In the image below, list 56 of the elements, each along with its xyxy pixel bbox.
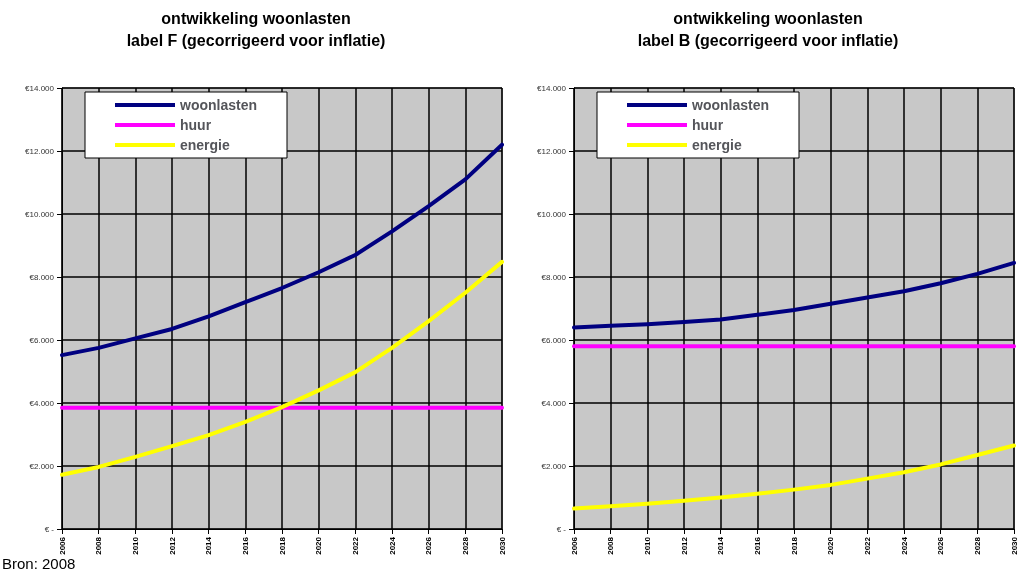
y-tick-label: €14.000 xyxy=(537,83,567,93)
legend-label: woonlasten xyxy=(691,97,770,113)
y-tick-label: €12.000 xyxy=(537,146,567,156)
chart-subtitle: label B (gecorrigeerd voor inflatie) xyxy=(637,31,899,49)
x-tick-label: 2010 xyxy=(130,536,140,555)
x-tick-label: 2022 xyxy=(862,536,872,555)
legend-label: energie xyxy=(692,137,743,153)
x-tick-label: 2006 xyxy=(57,536,67,555)
x-tick-label: 2016 xyxy=(240,536,250,555)
x-tick-label: 2020 xyxy=(826,536,836,555)
x-tick-label: 2008 xyxy=(94,536,104,555)
legend-label: huur xyxy=(692,117,724,133)
x-tick-label: 2026 xyxy=(424,536,434,555)
x-tick-label: 2010 xyxy=(642,536,652,555)
x-tick-label: 2012 xyxy=(679,536,689,555)
x-tick-label: 2016 xyxy=(752,536,762,555)
y-tick-label: €10.000 xyxy=(537,209,567,219)
x-tick-label: 2008 xyxy=(606,536,616,555)
x-tick-label: 2018 xyxy=(789,536,799,555)
x-tick-label: 2020 xyxy=(314,536,324,555)
y-tick-label: €14.000 xyxy=(25,83,55,93)
y-tick-label: €10.000 xyxy=(25,209,55,219)
line-series xyxy=(572,260,1016,330)
chart-title: ontwikkeling woonlasten xyxy=(673,9,863,27)
y-tick-label: € - xyxy=(44,524,55,534)
x-tick-label: 2022 xyxy=(350,536,360,555)
x-tick-label: 2030 xyxy=(1009,536,1019,555)
x-tick-label: 2024 xyxy=(387,536,397,555)
chart-subtitle: label F (gecorrigeerd voor inflatie) xyxy=(126,31,386,49)
y-tick-label: €2.000 xyxy=(29,461,55,471)
chart-title: ontwikkeling woonlasten xyxy=(161,9,351,27)
x-tick-label: 2014 xyxy=(204,536,214,555)
x-tick-label: 2024 xyxy=(899,536,909,555)
legend-label: woonlasten xyxy=(179,97,258,113)
x-tick-label: 2030 xyxy=(497,536,507,555)
x-tick-label: 2018 xyxy=(277,536,287,555)
line-series xyxy=(572,443,1016,511)
text: Bron: 2008 xyxy=(2,555,76,572)
y-tick-label: €12.000 xyxy=(25,146,55,156)
legend-label: huur xyxy=(180,117,212,133)
x-tick-label: 2012 xyxy=(167,536,177,555)
line-series xyxy=(60,259,504,477)
y-tick-label: €4.000 xyxy=(541,398,567,408)
x-tick-label: 2026 xyxy=(936,536,946,555)
y-tick-label: €2.000 xyxy=(541,461,567,471)
x-tick-label: 2028 xyxy=(972,536,982,555)
y-tick-label: € - xyxy=(556,524,567,534)
x-tick-label: 2006 xyxy=(569,536,579,555)
legend-label: energie xyxy=(180,137,231,153)
x-tick-label: 2028 xyxy=(460,536,470,555)
y-tick-label: €6.000 xyxy=(541,335,567,345)
x-tick-label: 2014 xyxy=(716,536,726,555)
y-tick-label: €4.000 xyxy=(29,398,55,408)
y-tick-label: €8.000 xyxy=(541,272,567,282)
y-tick-label: €8.000 xyxy=(29,272,55,282)
y-tick-label: €6.000 xyxy=(29,335,55,345)
